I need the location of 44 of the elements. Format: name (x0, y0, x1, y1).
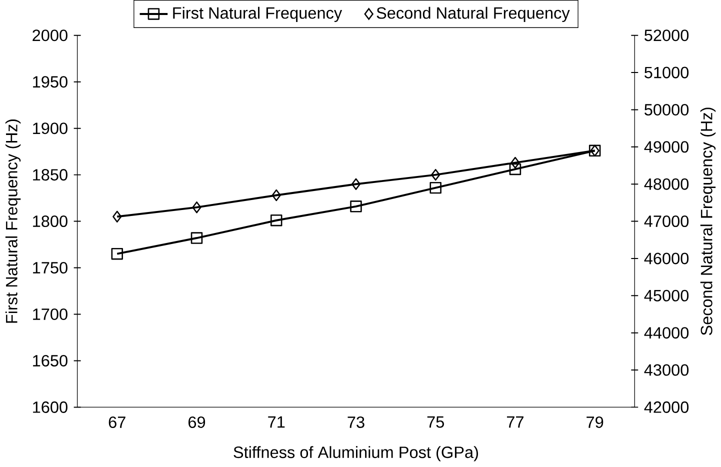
y2-tick-label: 46000 (644, 252, 689, 264)
y-axis-title: First Natural Frequency (Hz) (5, 120, 21, 323)
y-tick-label: 1600 (33, 402, 68, 414)
x-tick-label: 69 (188, 416, 206, 428)
point (112, 210, 122, 223)
y2-tick-label: 42000 (644, 402, 689, 414)
y2-axis-title: Second Natural Frequency (Hz) (700, 108, 716, 336)
x-tick-label: 67 (108, 416, 126, 428)
y-tick-label: 1900 (33, 122, 68, 134)
y2-tick-label: 45000 (644, 290, 689, 302)
point (431, 169, 440, 181)
y-tick-label: 1800 (33, 216, 68, 228)
y-tick-label: 1700 (33, 308, 68, 320)
point (350, 200, 362, 212)
x-tick-label: 79 (586, 416, 604, 428)
y2-tick-label: 44000 (644, 327, 689, 339)
point (351, 178, 361, 190)
point (509, 163, 522, 176)
legend-label: Second Natural Frequency (376, 6, 570, 22)
point (270, 214, 282, 226)
x-tick-label: 73 (348, 416, 364, 428)
y2-tick-label: 47000 (644, 216, 689, 228)
x-tick-label: 77 (506, 416, 524, 428)
y2-tick-label: 51000 (644, 66, 689, 78)
y-tick-label: 1850 (33, 169, 68, 181)
y-tick-label: 1950 (33, 76, 68, 88)
y2-tick-label: 50000 (644, 104, 689, 116)
y-tick-label: 1750 (33, 262, 68, 274)
y-tick-label: 2000 (32, 30, 68, 42)
y-tick-label: 1650 (33, 355, 68, 367)
legend-label: First Natural Frequency (173, 6, 342, 22)
point (192, 202, 202, 214)
x-axis-title: Stiffness of Aluminium Post (GPa) (234, 446, 478, 462)
point (190, 232, 203, 244)
y2-tick-label: 43000 (644, 364, 689, 376)
point (272, 190, 281, 202)
x-tick-label: 75 (427, 416, 444, 428)
point (430, 182, 442, 194)
point (111, 248, 123, 260)
point (510, 156, 520, 169)
y2-tick-label: 48000 (644, 178, 689, 190)
y2-tick-label: 49000 (644, 141, 689, 153)
y2-tick-label: 52000 (644, 30, 689, 42)
x-tick-label: 71 (268, 416, 285, 428)
